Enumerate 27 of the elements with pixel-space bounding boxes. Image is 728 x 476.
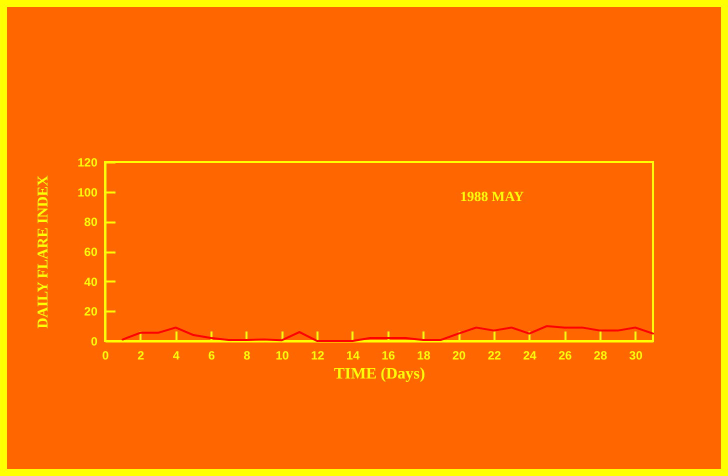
y-tick-label: 40 [84,274,98,289]
annotation: 1988 MAY [460,190,524,205]
x-tick-label: 14 [346,348,360,362]
x-tick-label: 26 [558,348,572,362]
line-series [122,325,654,342]
x-tick-label: 20 [452,348,466,362]
x-tick-label: 28 [594,348,608,362]
x-tick-label: 6 [208,348,216,362]
y-tick-label: 80 [84,215,98,230]
x-tick-label: 30 [629,348,643,362]
x-tick-label: 2 [138,348,145,362]
x-tick-label: 8 [244,348,251,362]
x-axis-title: TIME (Days) [334,366,426,382]
x-tick-label: 12 [310,348,325,362]
y-axis-title: DAILY FLARE INDEX [35,175,52,329]
y-tick-label: 120 [77,156,98,170]
x-tick-label: 0 [102,348,110,362]
x-tick-label: 10 [276,348,290,362]
x-tick-label: 22 [488,348,502,362]
y-tick-label: 60 [84,245,98,259]
y-tick-label: 20 [84,304,98,319]
x-tick-label: 4 [172,348,180,362]
x-tick-label: 16 [382,348,396,362]
y-tick-label: 100 [77,185,98,200]
x-tick-label: 18 [417,348,431,362]
x-tick-label: 24 [523,348,537,362]
y-tick-label: 0 [90,334,98,348]
